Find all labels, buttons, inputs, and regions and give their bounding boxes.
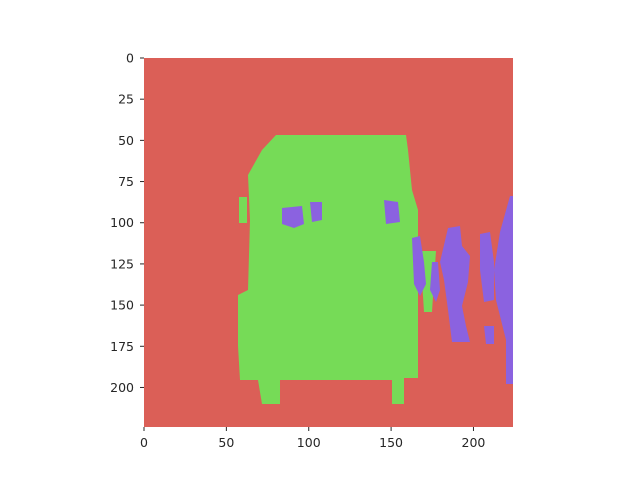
person-figure-5 xyxy=(484,326,494,344)
x-tick-label: 150 xyxy=(379,435,403,450)
person-figure-6 xyxy=(494,196,513,384)
x-tick-label: 50 xyxy=(218,435,234,450)
x-tick-label: 100 xyxy=(297,435,321,450)
image-plot-area xyxy=(144,58,513,427)
person-figure-2 xyxy=(430,262,440,302)
person-window-left xyxy=(282,206,304,228)
y-tick-label: 125 xyxy=(110,256,134,271)
y-tick-label: 75 xyxy=(118,174,134,189)
person-figure-1 xyxy=(412,236,426,296)
vehicle-left-mirror xyxy=(239,197,247,223)
person-region xyxy=(282,196,513,384)
y-tick-label: 50 xyxy=(118,133,134,148)
person-figure-3 xyxy=(440,226,470,342)
y-tick-label: 25 xyxy=(118,92,134,107)
person-figure-4 xyxy=(480,232,494,302)
y-tick-label: 150 xyxy=(110,298,134,313)
y-tick-label: 175 xyxy=(110,339,134,354)
x-tick-label: 200 xyxy=(462,435,486,450)
y-tick-label: 0 xyxy=(126,51,134,66)
x-axis: 0 50 100 150 200 xyxy=(140,427,485,450)
person-window-right xyxy=(384,200,400,224)
y-axis: 0 25 50 75 100 125 150 175 200 xyxy=(110,51,144,395)
vehicle-body xyxy=(238,135,418,404)
y-tick-label: 100 xyxy=(110,215,134,230)
x-tick-label: 0 xyxy=(140,435,148,450)
vehicle-region xyxy=(238,135,436,404)
person-window-mid xyxy=(310,202,322,222)
y-tick-label: 200 xyxy=(110,380,134,395)
